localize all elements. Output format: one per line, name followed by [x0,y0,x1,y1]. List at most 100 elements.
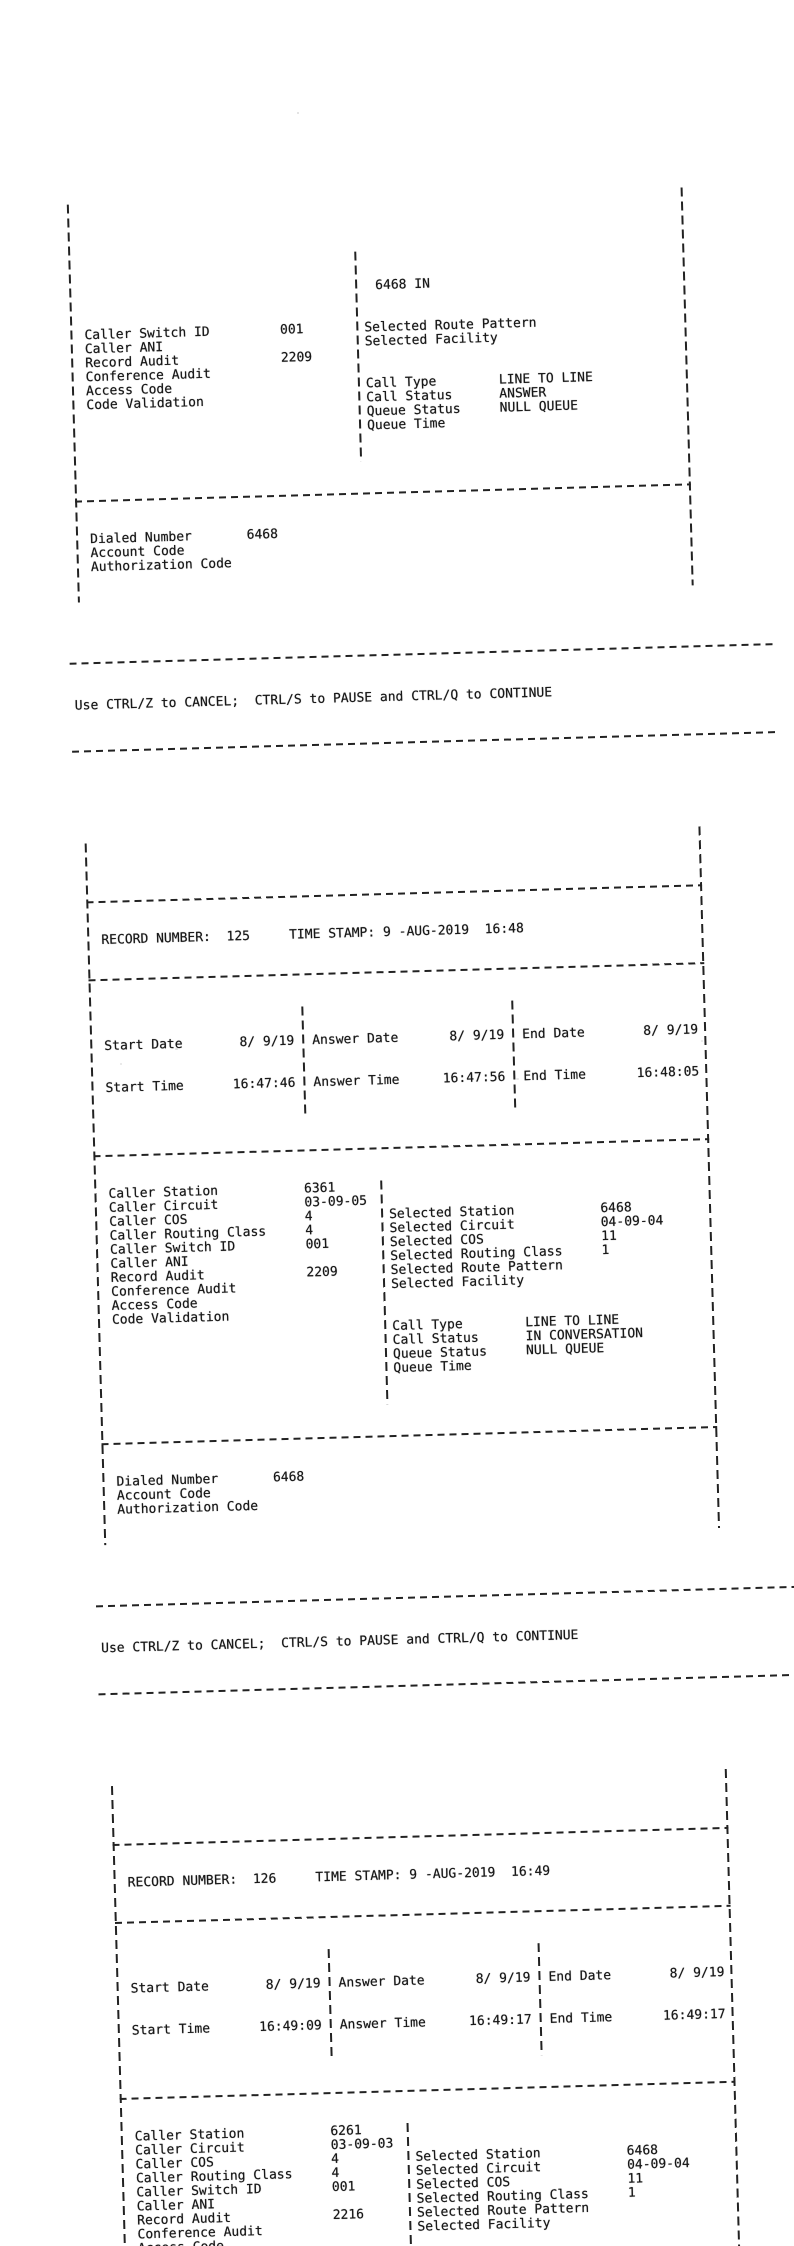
start-time-value: 16:47:46 [233,1077,296,1093]
scan-speck [175,1048,178,1050]
blank-line [83,280,355,302]
answer-date-label: Answer Date [338,1974,424,1990]
field-value: 4 [331,2153,339,2167]
record-top-border [113,1827,729,1846]
answer-date-value: 8/ 9/19 [476,1971,531,1987]
field-value: 4 [331,2167,339,2181]
scan-speck [120,1063,122,1065]
scan-speck [516,1078,519,1080]
field-value: 001 [332,2180,356,2195]
record-top-border [86,884,702,903]
separator-dashes [101,1426,717,1445]
field-value: 04-09-04 [601,1214,664,1230]
field-value: 6261 [330,2124,362,2139]
prompt-line: Use CTRL/Z to CANCEL; CTRL/S to PAUSE an… [101,1623,794,1657]
start-time-value: 16:49:09 [259,2019,322,2035]
start-date-label: Start Date [104,1038,183,1054]
scan-speck [701,1040,703,1042]
field-value: 6468 [273,1471,305,1486]
field-value: 03-09-03 [331,2137,394,2153]
field-label: Queue Time [393,1358,526,1376]
time-stamp-value: 9 -AUG-2019 16:48 [383,921,524,940]
field-value: 04-09-04 [627,2157,690,2173]
field-value: 1 [628,2187,636,2201]
field-value: 001 [305,1238,329,1253]
answer-time-value: 16:47:56 [443,1071,506,1087]
separator-dashes [75,483,691,502]
field-value: 11 [601,1230,617,1244]
field-value: 001 [280,323,304,338]
field-value: NULL QUEUE [500,399,579,415]
record-header: RECORD NUMBER: 126 TIME STAMP: 9 -AUG-2019 … [114,1860,730,1891]
separator-dashes [93,1138,709,1157]
start-time-label: Start Time [105,1080,184,1096]
separator-dashes [72,731,778,753]
separator-dashes [120,2081,736,2100]
field-label: Authorization Code [91,557,248,575]
start-date-value: 8/ 9/19 [266,1977,321,1993]
start-time-label: Start Time [132,2022,211,2038]
dates-row: Start Date 8/ 9/19 Start Time 16:47:46 Ans… [89,995,708,1124]
field-value: 2209 [281,351,313,366]
separator-dashes [98,1674,794,1696]
record-number-label: RECORD NUMBER: [101,930,211,948]
prompt-line: Use CTRL/Z to CANCEL; CTRL/S to PAUSE an… [75,680,775,714]
record-block-126: RECORD NUMBER: 126 TIME STAMP: 9 -AUG-2019 … [110,1740,747,2246]
separator-dashes [70,643,776,665]
field-value: 6468 [246,528,278,543]
field-value: 6468 [600,1201,632,1216]
continuation-value: 6468 IN [363,270,685,293]
separator-dashes [96,1586,794,1608]
start-date-value: 8/ 9/19 [239,1035,294,1051]
separator-dashes [115,1905,731,1924]
time-stamp-value: 9 -AUG-2019 16:49 [409,1864,550,1883]
field-value: 4 [305,1210,313,1224]
time-stamp-label: TIME STAMP: [315,1868,401,1885]
field-value: 6468 [627,2144,659,2159]
record-number-value: 126 [253,1871,277,1887]
field-value: 03-09-05 [304,1195,367,1211]
field-value: 1 [601,1244,609,1258]
field-value: 2209 [306,1266,338,1281]
answer-date-label: Answer Date [312,1032,398,1048]
field-value: 2216 [333,2208,365,2223]
scan-speck [297,112,299,114]
field-value: 6361 [304,1182,336,1197]
field-label: Code Validation [86,394,282,413]
end-time-label: End Time [523,1069,586,1085]
end-time-label: End Time [549,2011,612,2027]
field-value: 4 [305,1224,313,1238]
record-number-value: 125 [226,929,250,945]
field-label: Authorization Code [117,1499,274,1517]
record-number-label: RECORD NUMBER: [127,1873,237,1891]
answer-time-label: Answer Time [340,2016,426,2032]
field-value: 11 [627,2172,643,2186]
end-date-value: 8/ 9/19 [643,1023,698,1039]
end-time-value: 16:49:17 [663,2008,726,2024]
end-time-value: 16:48:05 [636,1065,699,1081]
field-label: Queue Time [367,416,500,434]
